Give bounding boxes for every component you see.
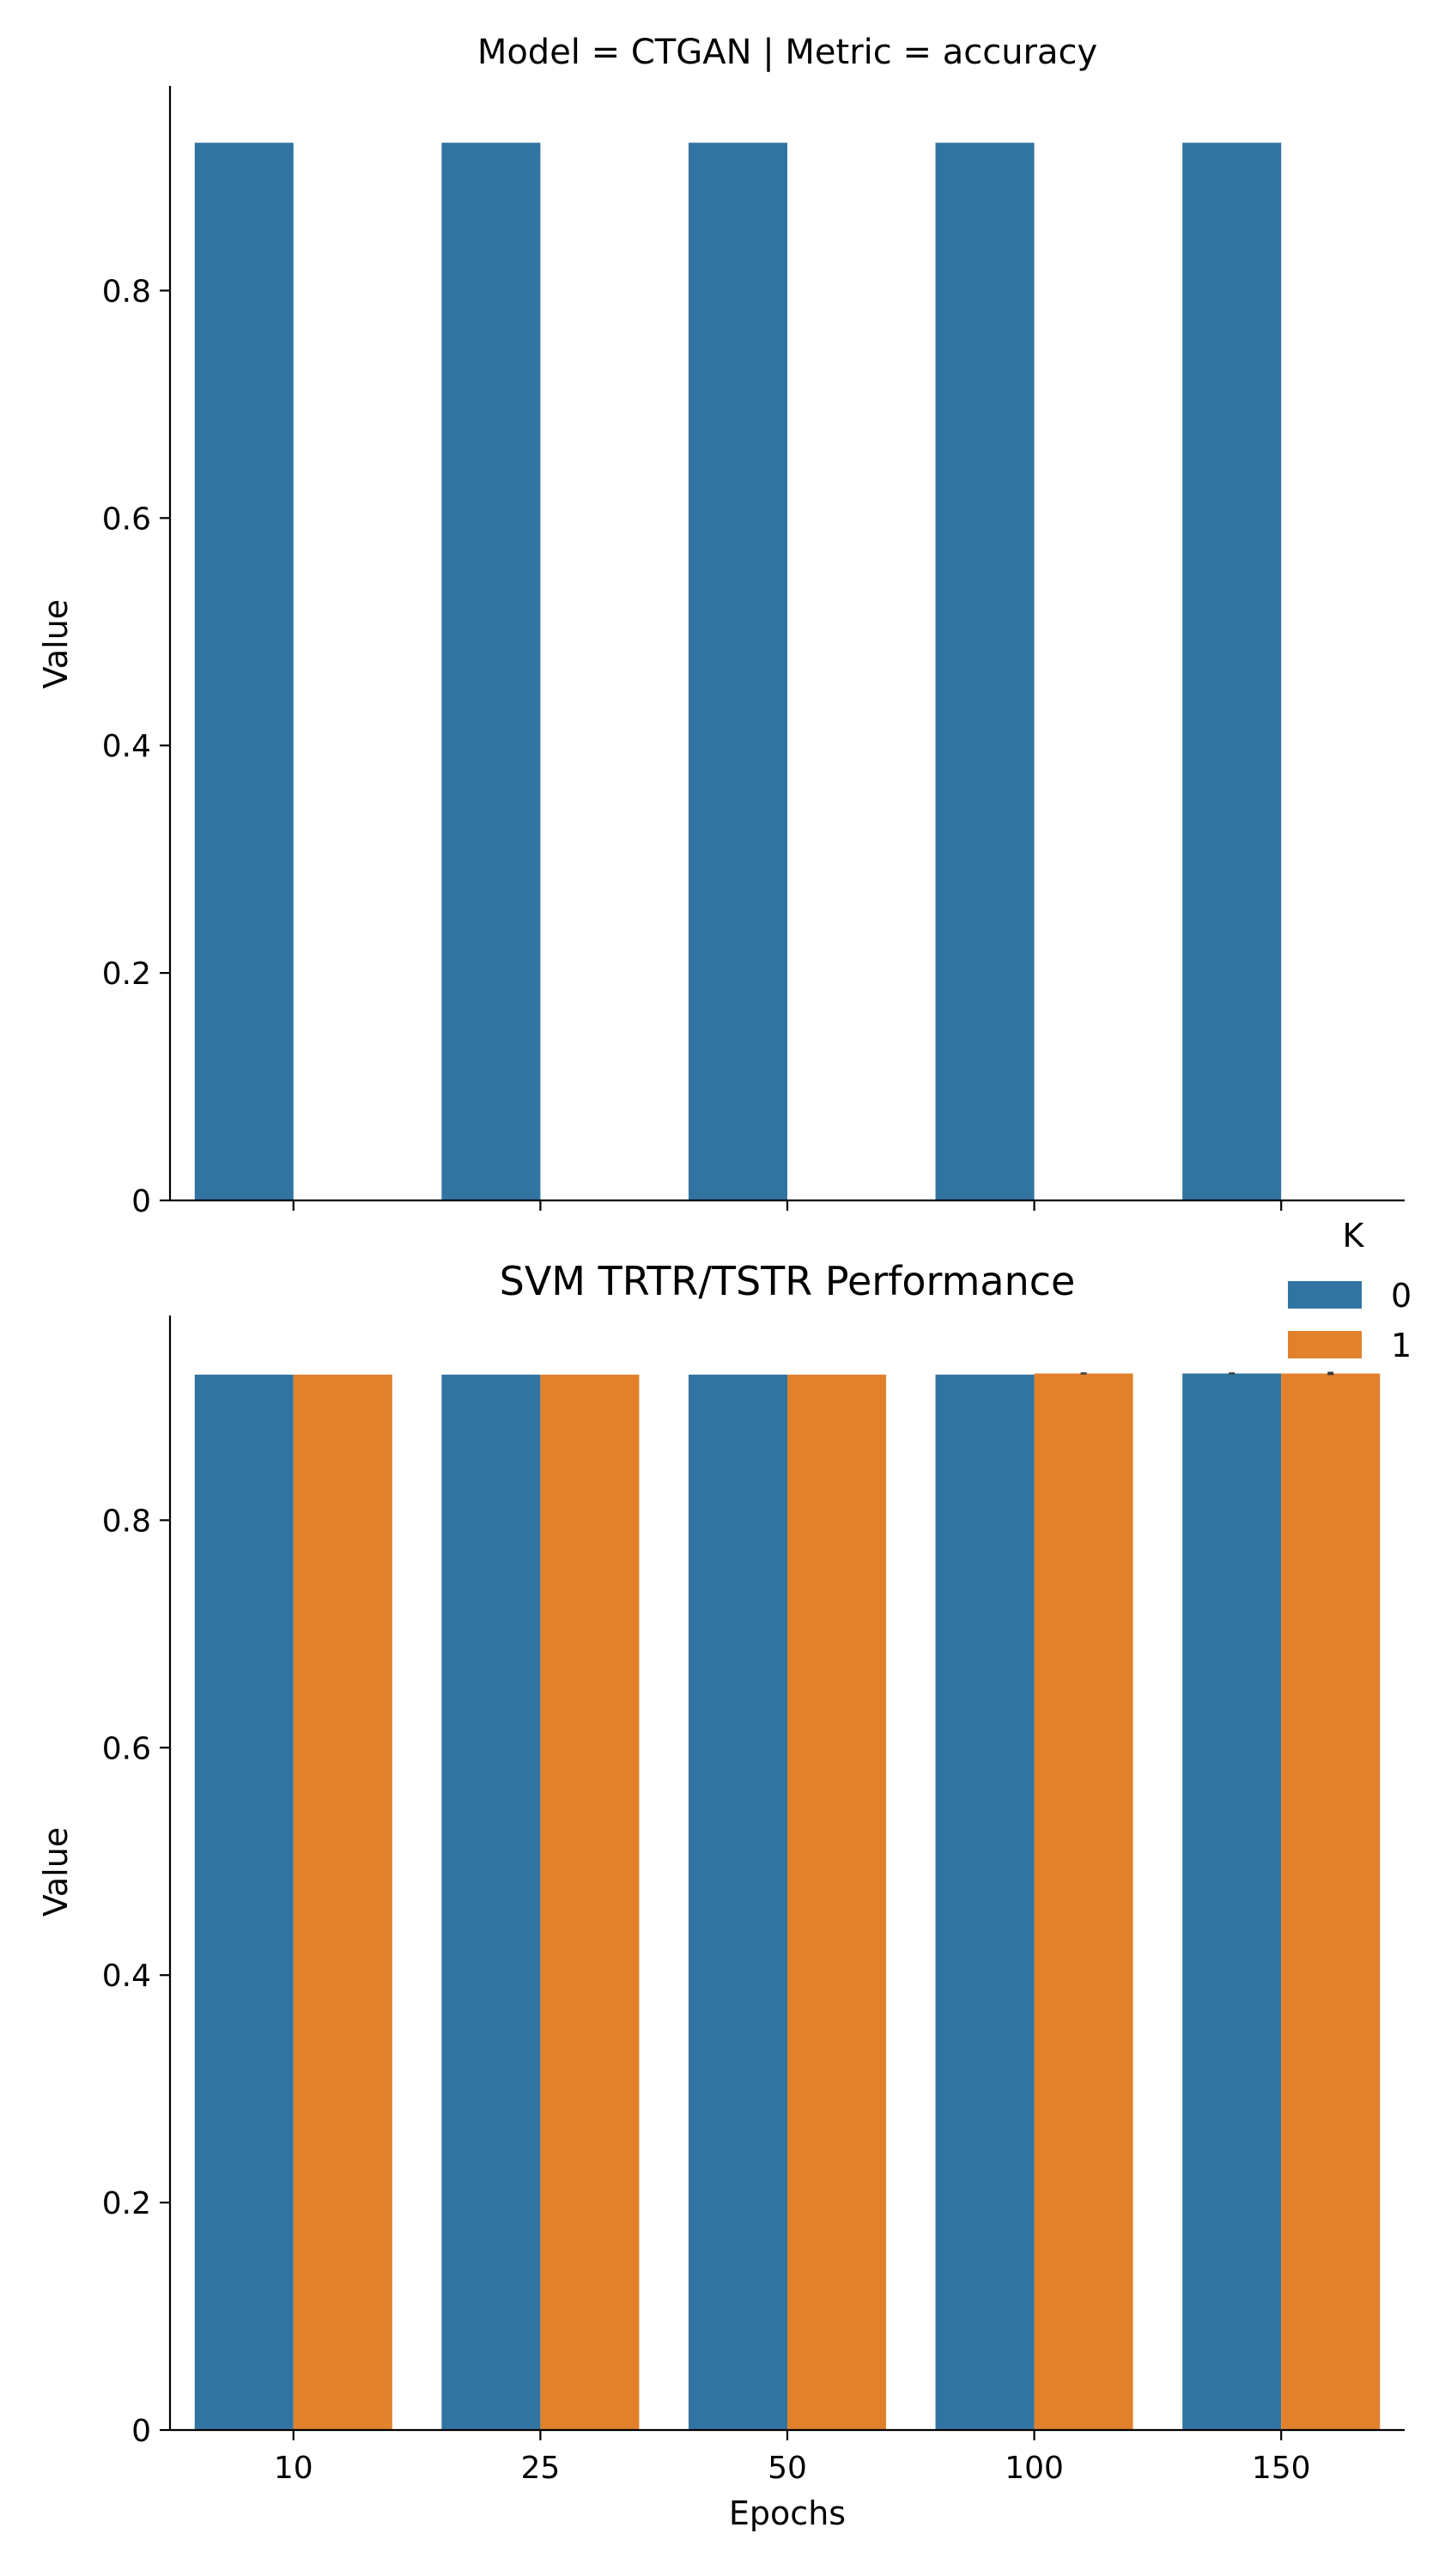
legend-title: K: [1343, 1217, 1365, 1255]
panel-1-y-tick-label: 0.6: [102, 501, 151, 537]
panel-1-y-tick-label: 0.8: [102, 274, 151, 309]
panel-2-bar-k0-100: [935, 1374, 1035, 2430]
panel-1-bar-k0-100: [935, 143, 1035, 1200]
panel-2-bar-k0-25: [441, 1374, 541, 2430]
panel-2-title: SVM TRTR/TSTR Performance: [500, 1258, 1076, 1304]
panel-1-y-tick-label: 0.2: [102, 957, 151, 992]
panel-2-y-axis-label: Value: [37, 1827, 75, 1917]
legend-label-1: 1: [1391, 1327, 1412, 1364]
panel-1-y-tick-label: 0.4: [102, 729, 151, 764]
panel-2-bar-k1-100: [1034, 1373, 1133, 2430]
legend-swatch-1: [1288, 1331, 1362, 1358]
panel-2-bar-k0-50: [688, 1374, 787, 2430]
panel-2-bar-k0-10: [194, 1374, 294, 2430]
panel-2-y-tick-label: 0.8: [102, 1504, 151, 1539]
panel-1-title: Model = CTGAN | Metric = accuracy: [477, 33, 1097, 72]
panel-2-x-tick-label: 10: [274, 2451, 313, 2486]
panel-2-x-tick-label: 50: [768, 2451, 807, 2486]
panel-2-y-tick-label: 0.6: [102, 1731, 151, 1766]
panel-1-y-axis-label: Value: [37, 599, 75, 689]
panel-2-x-tick-label: 150: [1252, 2451, 1311, 2486]
panel-1-bar-k0-25: [441, 143, 541, 1200]
panel-1-bar-k0-50: [688, 143, 787, 1200]
panel-2-x-tick-label: 100: [1005, 2451, 1064, 2486]
panel-2-bar-k1-10: [293, 1374, 392, 2430]
panel-2-x-axis-label: Epochs: [729, 2494, 846, 2532]
panel-2-bar-k1-50: [787, 1374, 887, 2430]
legend-label-0: 0: [1391, 1277, 1412, 1315]
panel-1-bar-k0-10: [194, 143, 294, 1200]
panel-2-y-tick-label: 0.4: [102, 1959, 151, 1994]
panel-1-bar-k0-150: [1182, 143, 1282, 1200]
panel-2-bar-k0-150: [1182, 1373, 1282, 2430]
panel-2-bar-k1-150: [1281, 1373, 1381, 2430]
panel-1-y-tick-label: 0: [131, 1184, 151, 1219]
legend-swatch-0: [1288, 1281, 1362, 1309]
panel-2-bar-k1-25: [540, 1374, 640, 2430]
panel-2-y-tick-label: 0.2: [102, 2186, 151, 2221]
panel-2-x-tick-label: 25: [520, 2451, 560, 2486]
panel-2-y-tick-label: 0: [131, 2414, 151, 2449]
